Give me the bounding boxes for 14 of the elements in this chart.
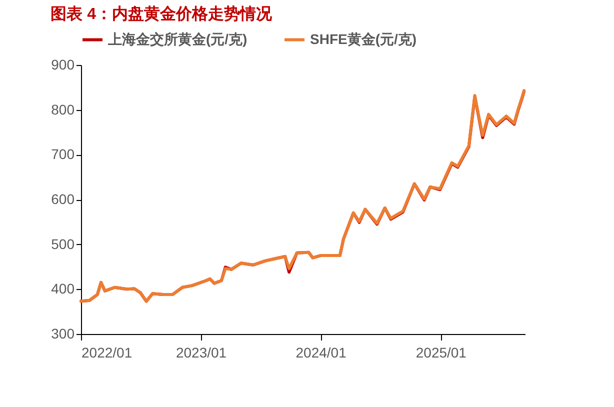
y-tick-label: 600 — [51, 191, 75, 207]
x-tick-label: 2023/01 — [176, 344, 227, 360]
x-tick-label: 2024/01 — [296, 344, 347, 360]
y-tick-label: 900 — [51, 56, 75, 72]
y-tick-label: 500 — [51, 236, 75, 252]
x-tick-label: 2022/01 — [82, 344, 132, 360]
y-tick-label: 700 — [51, 146, 75, 162]
x-tick-label: 2025/01 — [416, 344, 467, 360]
legend-label: SHFE黄金(元/克) — [310, 30, 417, 47]
chart-title: 图表 4：内盘黄金价格走势情况 — [50, 5, 273, 23]
y-tick-label: 400 — [51, 280, 75, 297]
y-tick-label: 300 — [51, 326, 75, 342]
y-tick-label: 800 — [51, 101, 75, 118]
legend-label: 上海金交所黄金(元/克) — [107, 30, 248, 47]
